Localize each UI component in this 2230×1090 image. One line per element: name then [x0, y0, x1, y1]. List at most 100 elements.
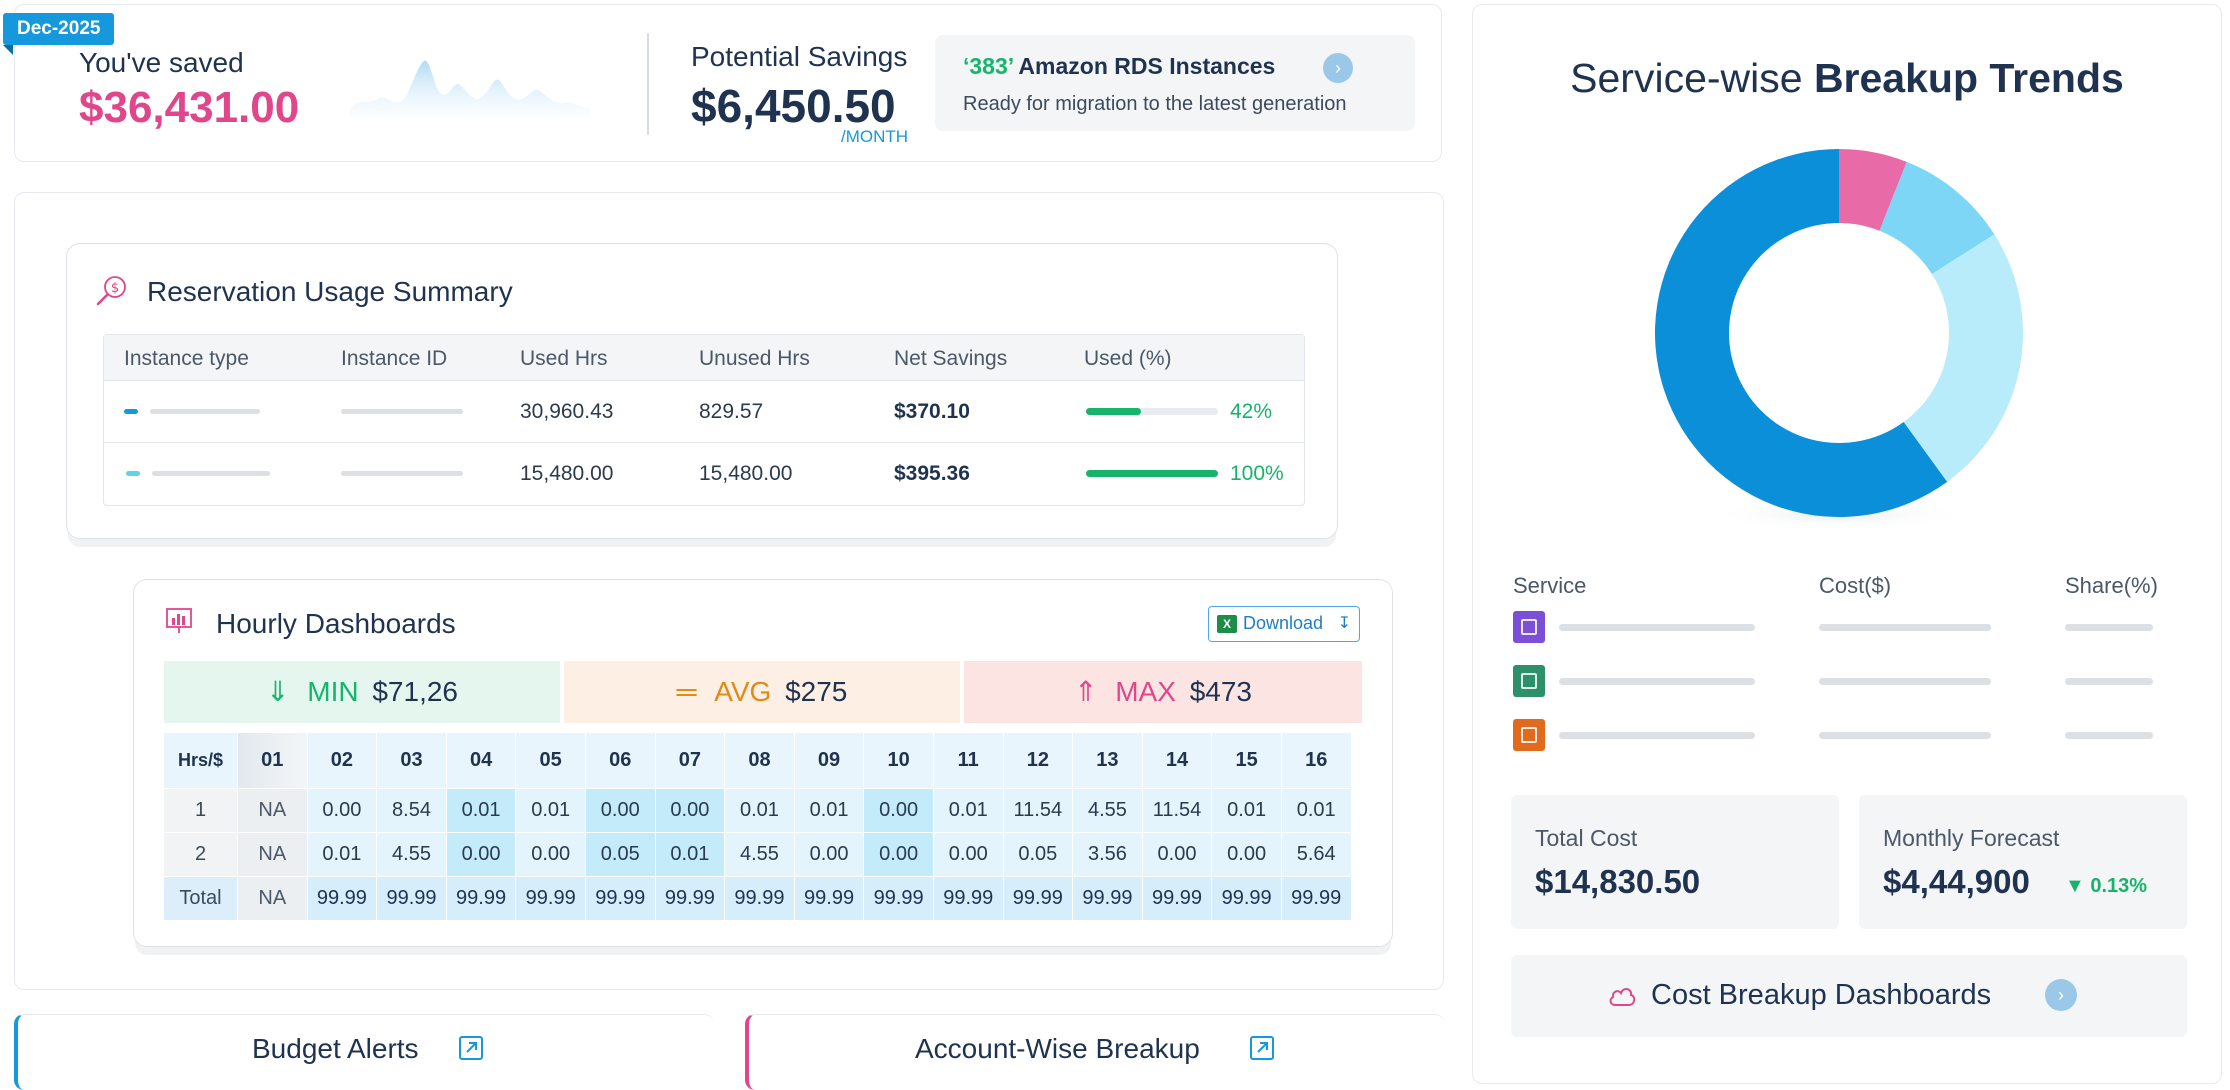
corner-header: Hrs/$ — [164, 733, 238, 789]
unused-hrs: 15,480.00 — [699, 462, 793, 485]
hour-cell: 0.05 — [1003, 833, 1074, 877]
hour-cell: 0.00 — [307, 789, 378, 833]
forecast-label: Monthly Forecast — [1883, 825, 2060, 851]
service-icon-green — [1513, 665, 1545, 697]
rds-count: ‘383’ — [963, 53, 1013, 79]
max-value: $473 — [1189, 676, 1252, 707]
instance-type-marker — [124, 409, 138, 414]
account-wise-breakup-link[interactable]: Account-Wise Breakup — [745, 1014, 1445, 1090]
reservation-title: Reservation Usage Summary — [147, 276, 513, 307]
breakup-title: Service-wise Breakup Trends — [1473, 55, 2221, 102]
month-badge: Dec-2025 — [3, 13, 115, 55]
equals-icon: ═ — [676, 676, 697, 707]
vertical-divider — [647, 33, 649, 135]
hour-cell: 4.55 — [1073, 789, 1143, 833]
hour-cell: 0.01 — [655, 833, 726, 877]
col-used-pct[interactable]: Used (%) — [1084, 347, 1172, 370]
hour-column-header: 01 — [238, 733, 308, 789]
per-month-label: /MONTH — [841, 127, 909, 146]
service-row[interactable] — [1513, 611, 2193, 645]
avg-value: $275 — [785, 676, 848, 707]
chevron-right-icon[interactable]: › — [2045, 979, 2077, 1011]
service-donut-chart[interactable] — [1649, 145, 2029, 545]
used-hrs: 15,480.00 — [520, 462, 614, 485]
hour-cell: 0.01 — [1281, 789, 1352, 833]
hour-column-header: 02 — [307, 733, 378, 789]
hour-column-header: 05 — [516, 733, 586, 789]
col-service[interactable]: Service — [1513, 573, 1587, 598]
net-savings: $370.10 — [894, 400, 970, 423]
budget-alerts-link[interactable]: Budget Alerts — [14, 1014, 714, 1090]
service-share-placeholder — [2065, 678, 2153, 685]
hour-cell: 0.00 — [516, 833, 586, 877]
hour-column-header: 03 — [377, 733, 447, 789]
table-row[interactable]: 15,480.00 15,480.00 $395.36 100% — [104, 443, 1304, 505]
hour-cell: 99.99 — [446, 877, 517, 921]
col-net-savings[interactable]: Net Savings — [894, 347, 1008, 370]
hourly-table-header: Hrs/$ 01 02 03 04 05 06 07 08 09 10 11 12 13 14 15 16 — [164, 733, 1352, 789]
hour-cell: 0.00 — [585, 789, 656, 833]
account-breakup-label: Account-Wise Breakup — [915, 1033, 1200, 1064]
hour-cell: 0.00 — [933, 833, 1004, 877]
service-icon-purple — [1513, 611, 1545, 643]
col-instance-id[interactable]: Instance ID — [341, 347, 448, 370]
hour-column-header: 15 — [1212, 733, 1282, 789]
total-cost-label: Total Cost — [1535, 825, 1638, 851]
hour-cell: NA — [238, 877, 308, 921]
hour-cell: 0.00 — [655, 789, 726, 833]
hour-cell: 99.99 — [864, 877, 934, 921]
excel-icon: X — [1217, 615, 1237, 633]
hour-cell: 3.56 — [1073, 833, 1143, 877]
reservation-table-header: Instance type Instance ID Used Hrs Unuse… — [104, 335, 1304, 381]
donut-slice-4[interactable] — [1655, 149, 1948, 517]
col-cost[interactable]: Cost($) — [1819, 573, 1892, 598]
hour-cell: 0.01 — [725, 789, 795, 833]
hour-cell: 99.99 — [725, 877, 795, 921]
bar-chart-icon — [166, 608, 192, 633]
table-row[interactable]: 30,960.43 829.57 $370.10 42% — [104, 381, 1304, 443]
hour-cell: 99.99 — [933, 877, 1004, 921]
chevron-right-icon[interactable]: › — [1323, 53, 1353, 83]
hour-cell: 99.99 — [1073, 877, 1143, 921]
donut-slice-2[interactable] — [1879, 161, 1995, 275]
row-label: 2 — [164, 833, 238, 877]
donut-slice-3[interactable] — [1903, 234, 2023, 482]
used-hrs: 30,960.43 — [520, 400, 614, 423]
money-search-icon: $ — [96, 276, 126, 306]
saved-label: You've saved — [79, 47, 244, 78]
service-cost-placeholder — [1819, 732, 1991, 739]
table-row[interactable]: 2 NA 0.01 4.55 0.00 0.00 0.05 0.01 4.55 0.00 0.00 0… — [164, 833, 1352, 877]
hour-column-header: 11 — [933, 733, 1004, 789]
hour-cell: 4.55 — [725, 833, 795, 877]
avg-label: AVG — [714, 676, 772, 707]
col-unused-hrs[interactable]: Unused Hrs — [699, 347, 810, 370]
rds-migration-callout[interactable]: ‘383’ Amazon RDS Instances Ready for mig… — [935, 35, 1415, 131]
instance-id-placeholder — [341, 471, 463, 476]
hour-column-header: 16 — [1281, 733, 1352, 789]
hour-cell: 11.54 — [1142, 789, 1213, 833]
used-progress-fill — [1086, 470, 1218, 477]
donut-slice-1[interactable] — [1839, 149, 1907, 231]
table-row[interactable]: Total NA 99.99 99.99 99.99 99.99 99.99 99.99 99.… — [164, 877, 1352, 921]
col-instance-type[interactable]: Instance type — [124, 347, 249, 370]
hour-column-header: 14 — [1142, 733, 1213, 789]
service-share-placeholder — [2065, 732, 2153, 739]
hour-cell: 0.00 — [794, 833, 865, 877]
hour-column-header: 06 — [585, 733, 656, 789]
service-row[interactable] — [1513, 719, 2193, 753]
table-row[interactable]: 1 NA 0.00 8.54 0.01 0.01 0.00 0.00 0.01 0.01 0.00 0… — [164, 789, 1352, 833]
hour-column-header: 07 — [655, 733, 726, 789]
saved-amount: $36,431.00 — [79, 83, 300, 132]
external-link-icon — [1250, 1036, 1274, 1060]
sparkline-area — [350, 60, 590, 117]
cost-breakup-dashboards-button[interactable]: Cost Breakup Dashboards › — [1511, 955, 2187, 1037]
cloud-icon — [1609, 988, 1636, 1006]
col-used-hrs[interactable]: Used Hrs — [520, 347, 608, 370]
download-button[interactable]: X Download ↧ — [1208, 606, 1360, 642]
hour-cell: 99.99 — [1142, 877, 1213, 921]
service-row[interactable] — [1513, 665, 2193, 699]
rds-title: ‘383’ Amazon RDS Instances — [963, 53, 1275, 80]
savings-sparkline — [350, 60, 590, 117]
col-share[interactable]: Share(%) — [2065, 573, 2158, 598]
download-icon: ↧ — [1337, 615, 1351, 632]
